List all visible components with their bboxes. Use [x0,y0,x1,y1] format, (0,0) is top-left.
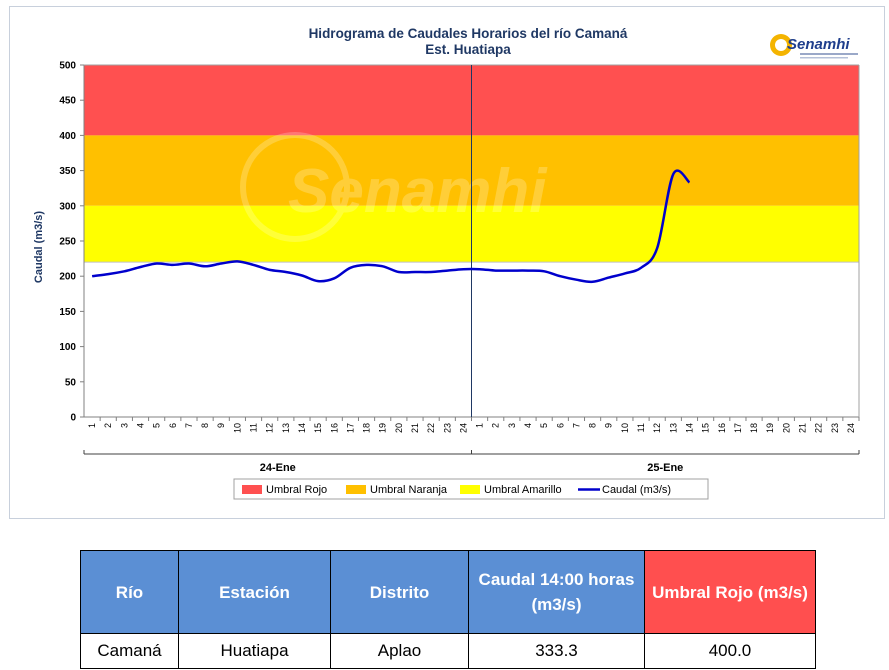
day-label: 24-Ene [260,462,296,474]
day-label: 25-Ene [647,462,683,474]
senamhi-logo: Senamhi [770,34,858,59]
header-distrito: Distrito [330,550,469,634]
x-tick-label: 5 [152,423,162,428]
chart-frame: Senamhi 0 50 100 150 200 250 300 350 400 450 500 1 2… [9,6,885,519]
x-tick-label: 10 [620,423,630,433]
chart-title: Hidrograma de Caudales Horarios del río … [309,26,628,41]
header-estacion: Estación [178,550,331,634]
x-tick-label: 8 [200,423,210,428]
x-tick-label: 2 [491,423,501,428]
x-tick-label: 18 [749,423,759,433]
x-tick-label: 21 [410,423,420,433]
x-tick-label: 15 [701,423,711,433]
x-tick-label: 17 [345,423,355,433]
x-tick-label: 15 [313,423,323,433]
x-tick-label: 23 [442,423,452,433]
y-tick-label: 450 [59,96,76,107]
x-tick-label: 3 [119,423,129,428]
sun-watermark-icon: Senamhi [240,132,548,242]
x-tick-label: 11 [636,423,646,432]
x-tick-label: 14 [297,423,307,433]
x-tick-label: 18 [362,423,372,433]
x-tick-label: 3 [507,423,517,428]
header-rio: Río [80,550,179,634]
cell-distrito: Aplao [330,633,469,669]
legend-item-label: Umbral Amarillo [484,484,562,496]
legend-item-label: Umbral Naranja [370,484,448,496]
table-row: Camaná Huatiapa Aplao 333.3 400.0 [80,633,816,669]
x-tick-label: 12 [265,423,275,433]
x-tick-label: 6 [555,423,565,428]
y-tick-label: 250 [59,237,76,248]
x-tick-label: 13 [281,423,291,433]
x-tick-label: 20 [781,423,791,433]
legend-item-label: Caudal (m3/s) [602,484,671,496]
header-umbral-rojo: Umbral Rojo (m3/s) [644,550,816,634]
y-tick-label: 100 [59,342,76,353]
x-tick-label: 20 [394,423,404,433]
header-caudal: Caudal 14:00 horas (m3/s) [468,550,645,634]
x-tick-label: 22 [814,423,824,433]
y-tick-label: 200 [59,272,76,283]
y-tick-label: 400 [59,131,76,142]
chart-subtitle: Est. Huatiapa [425,42,511,57]
x-tick-label: 19 [765,423,775,433]
x-tick-label: 9 [604,423,614,428]
y-tick-label: 500 [59,61,76,72]
watermark-text: Senamhi [288,157,548,226]
legend-swatch [346,485,366,494]
x-tick-label: 1 [87,423,97,428]
y-axis-label: Caudal (m3/s) [33,211,45,283]
x-tick-label: 16 [329,423,339,433]
x-tick-label: 7 [184,423,194,428]
cell-caudal: 333.3 [468,633,645,669]
x-tick-label: 4 [136,423,146,428]
x-tick-label: 21 [797,423,807,433]
x-tick-label: 2 [103,423,113,428]
x-tick-label: 5 [539,423,549,428]
caudal-series-line [91,169,691,284]
y-tick-label: 350 [59,166,76,177]
x-tick-label: 24 [458,423,468,433]
cell-estacion: Huatiapa [178,633,331,669]
legend-item-label: Umbral Rojo [266,484,327,496]
y-tick-label: 150 [59,307,76,318]
legend-swatch [460,485,480,494]
cell-rio: Camaná [80,633,179,669]
legend-swatch [242,485,262,494]
x-tick-label: 10 [232,423,242,433]
x-tick-label: 14 [684,423,694,433]
logo-text: Senamhi [787,36,850,53]
y-tick-label: 300 [59,201,76,212]
x-tick-label: 6 [168,423,178,428]
x-tick-label: 19 [378,423,388,433]
x-tick-label: 12 [652,423,662,433]
cell-umbral-rojo: 400.0 [644,633,816,669]
x-tick-label: 9 [216,423,226,428]
y-tick-label: 50 [65,377,77,388]
table-header-row: Río Estación Distrito Caudal 14:00 horas… [80,550,816,634]
x-tick-label: 24 [846,423,856,433]
x-tick-label: 23 [830,423,840,433]
x-tick-label: 8 [588,423,598,428]
x-tick-label: 22 [426,423,436,433]
x-tick-label: 7 [571,423,581,428]
x-tick-label: 4 [523,423,533,428]
x-tick-label: 16 [717,423,727,433]
x-tick-label: 13 [668,423,678,433]
summary-table: Río Estación Distrito Caudal 14:00 horas… [80,550,816,669]
x-tick-label: 1 [475,423,485,428]
y-tick-label: 0 [70,413,76,424]
x-tick-label: 11 [249,423,259,432]
sun-icon [770,34,792,56]
x-tick-label: 17 [733,423,743,433]
